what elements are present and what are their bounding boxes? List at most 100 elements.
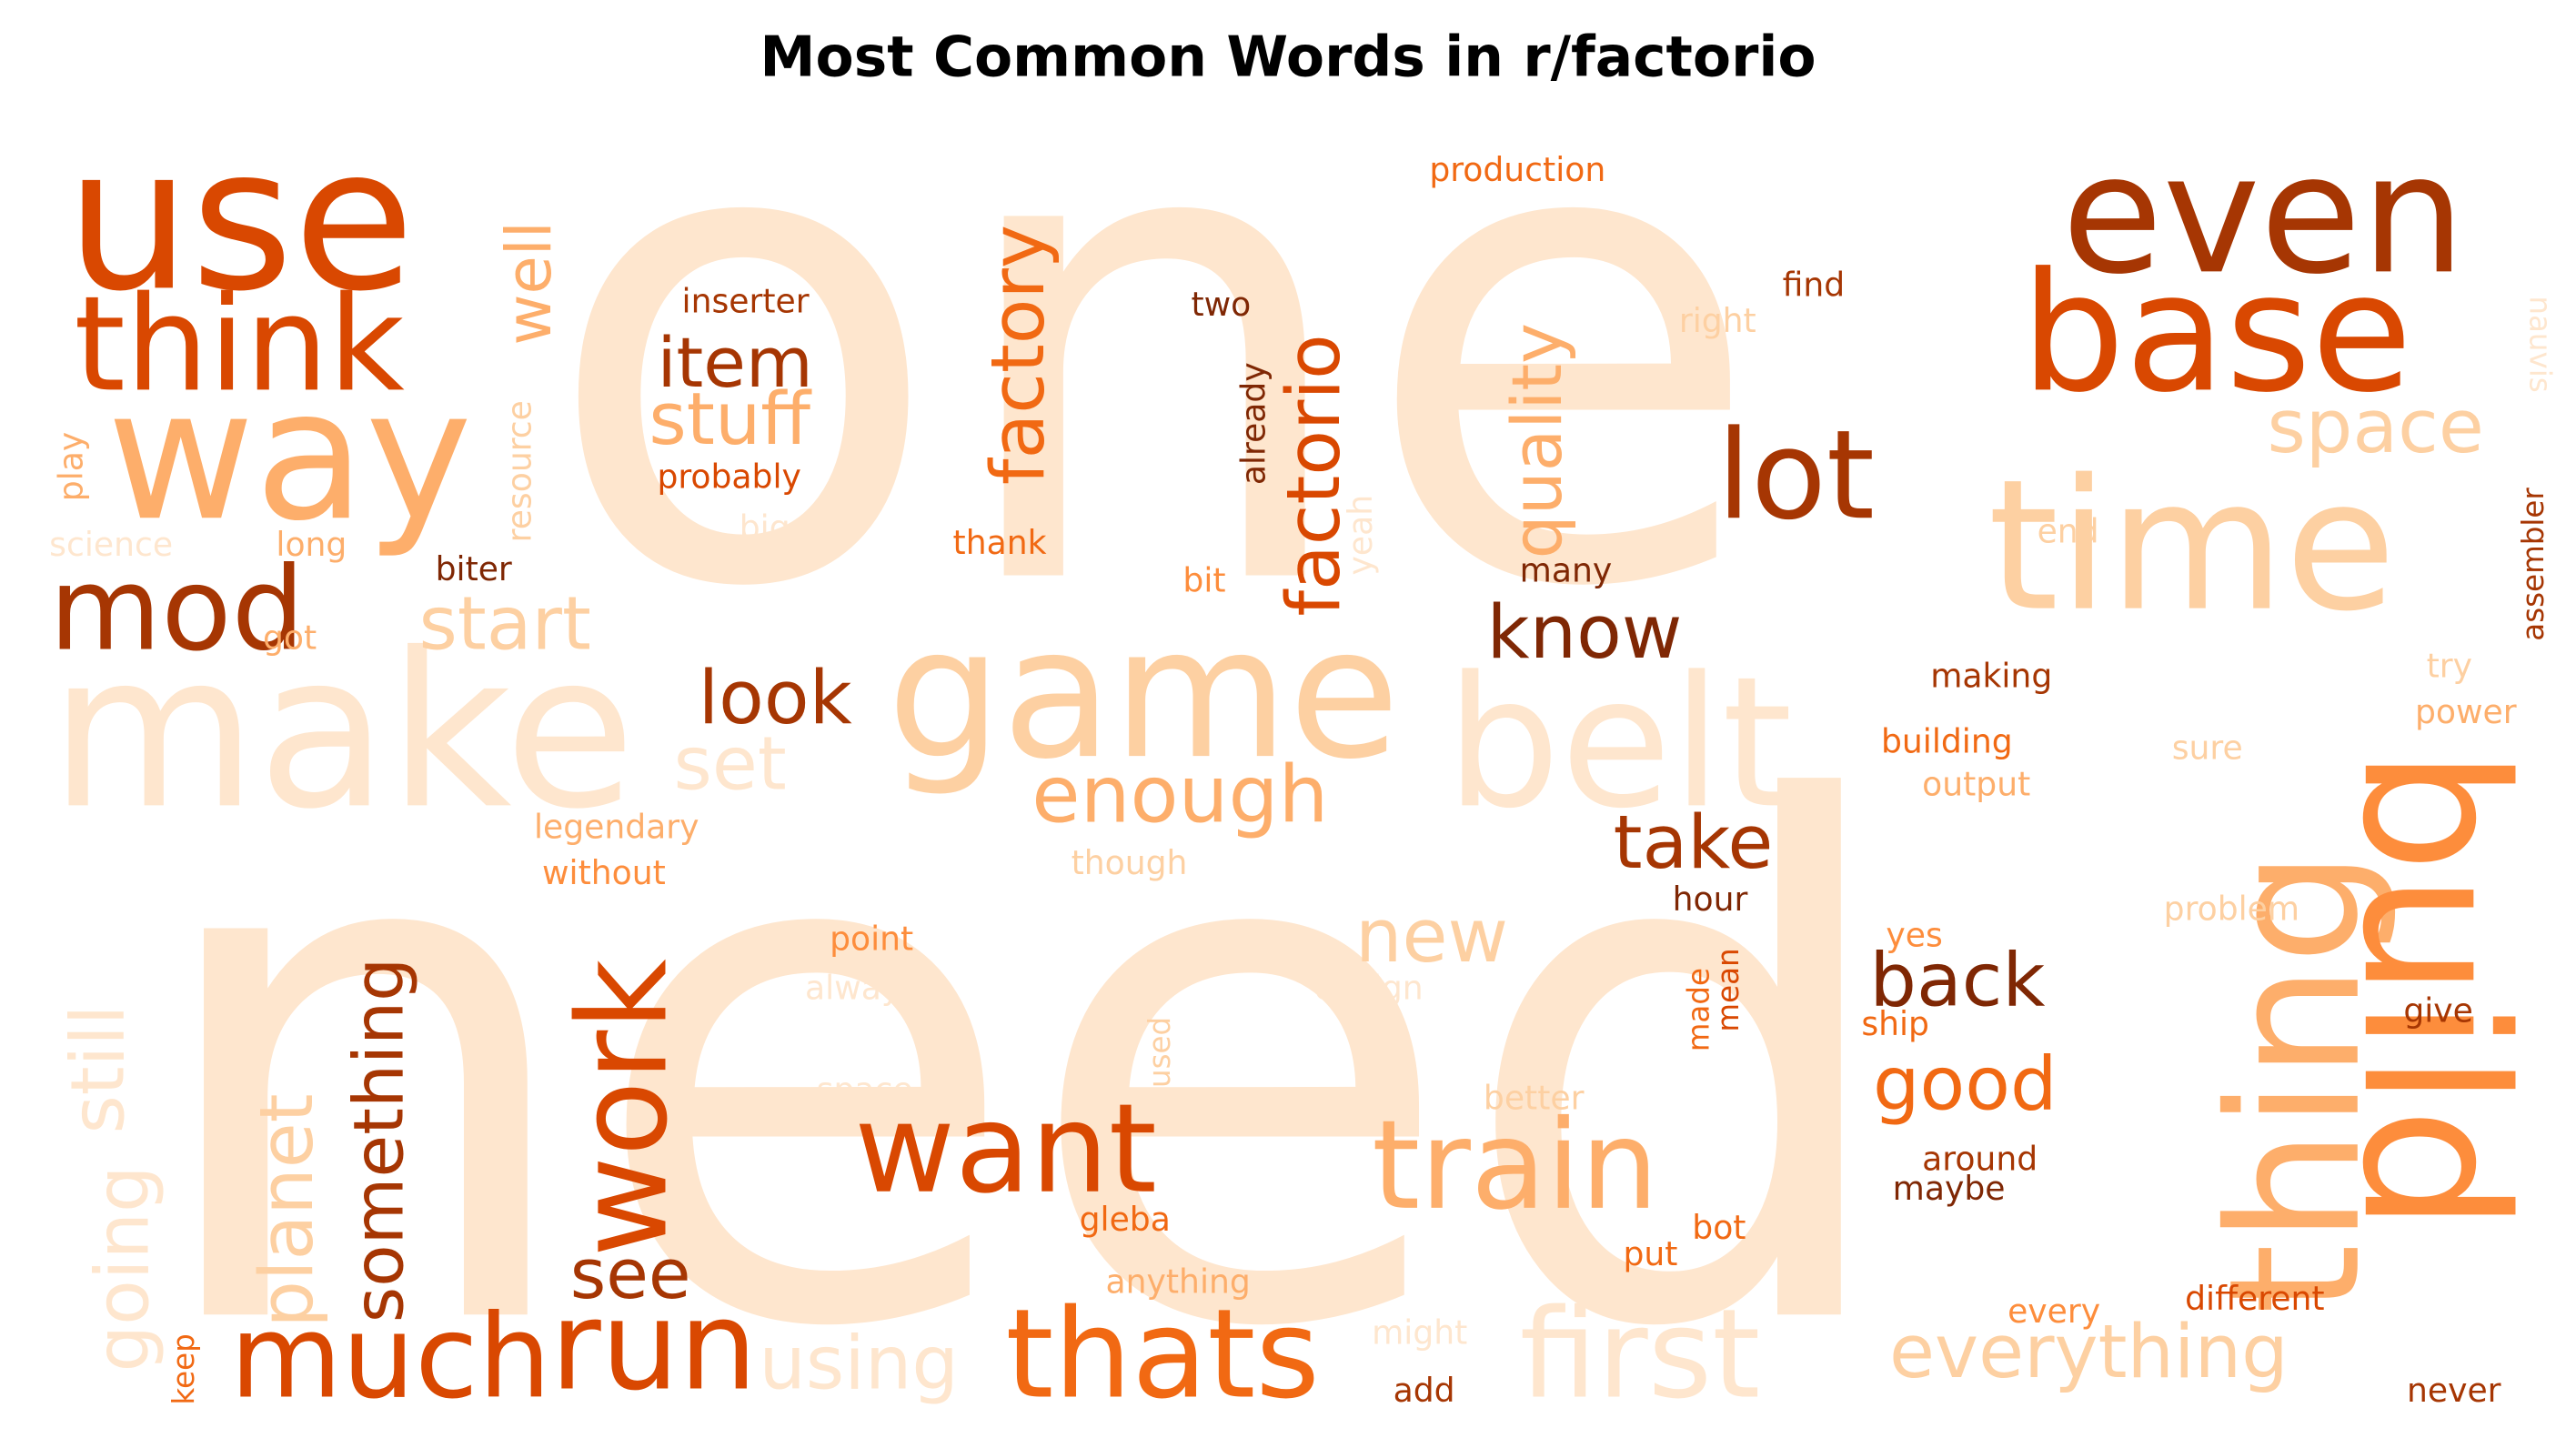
word: different [2185,1279,2324,1318]
word: gleba [1080,1200,1171,1239]
word: add [1394,1371,1455,1410]
word: point [830,919,913,958]
word: big [740,508,790,548]
word: making [1930,656,2052,695]
word: planet [245,1093,330,1327]
word: need [140,659,1906,1438]
word: take [1614,800,1774,886]
word: made [1681,968,1716,1051]
word: set [674,721,787,807]
word: start [419,582,591,668]
word: see [570,1234,691,1314]
word: output [1922,764,2030,803]
word: without [542,853,666,892]
word: work [550,959,694,1257]
word: space age [817,1070,985,1109]
word: back [1869,939,2045,1024]
word: yes [1886,916,1942,955]
word: use [65,106,415,335]
word: ship [1861,1004,1929,1043]
word: long [276,525,347,564]
word: might [1372,1313,1467,1353]
word: maybe [1893,1169,2006,1208]
word: something [338,958,418,1323]
word: want [854,1077,1157,1221]
word: new [1355,894,1508,980]
word: time [1987,441,2396,651]
word: always [805,968,918,1007]
word: find [1783,265,1846,304]
word: used [1142,1017,1177,1088]
word: got [263,618,317,658]
word: two [1191,285,1251,324]
word: factory [976,225,1062,485]
word: stuff [649,377,812,461]
word: think [74,268,405,421]
word: put [1623,1234,1677,1273]
word: building [1881,722,2013,761]
word: power [2415,692,2517,731]
word: game [887,588,1400,799]
word: base [2021,236,2413,428]
word: production [1429,150,1605,189]
word: bot [1692,1208,1746,1247]
word: well [493,221,566,345]
word: thing [2190,850,2400,1314]
word: inserter [682,281,810,320]
word: space [2267,385,2483,470]
word: quality [1497,323,1577,558]
word: every [2007,1292,2100,1331]
word: hour [1673,880,1748,919]
word: still [55,1005,141,1134]
word: many [1520,551,1613,590]
word: way [106,350,472,560]
word: make [49,608,636,856]
word: never [2407,1371,2501,1410]
word: keep [166,1333,201,1404]
word: right [1679,301,1756,340]
word: sure [2172,729,2243,768]
chart-title: Most Common Words in r/factorio [760,25,1816,89]
word: look [699,656,852,741]
word: yeah [1341,495,1380,576]
word: better [1484,1078,1585,1117]
word: much [230,1291,551,1424]
word: thank [953,523,1047,562]
word: build [2319,748,2548,1232]
word: everything [1889,1310,2289,1395]
word: lot [1716,403,1875,547]
word: resource [499,400,538,542]
word: enough [1031,749,1328,840]
word: nauvis [2522,296,2557,392]
word: play [51,432,90,501]
word: assembler [2516,488,2551,641]
word: first [1520,1282,1761,1426]
word: even [2062,118,2466,310]
word: try [2427,646,2472,685]
word: around [1922,1139,2038,1178]
word: one [542,0,1765,730]
word: know [1487,590,1683,676]
word: probably [657,458,800,497]
word: using [759,1321,959,1406]
word: legendary [534,807,699,846]
word: going [81,1165,166,1372]
word: already [1234,362,1273,485]
word: anything [1106,1262,1251,1302]
word: mod [49,543,305,677]
word: run [550,1273,757,1417]
word: give [2403,991,2473,1031]
word: train [1372,1093,1658,1237]
word: bit [1182,561,1225,600]
word: problem [2164,890,2299,929]
word: belt [1445,638,1792,848]
word: factorio [1272,334,1357,616]
word: though [1072,843,1188,882]
word: good [1873,1041,2058,1127]
word: thats [1005,1282,1320,1426]
word: biter [436,549,512,588]
word: mean [1711,948,1746,1031]
word: design [1314,968,1424,1007]
